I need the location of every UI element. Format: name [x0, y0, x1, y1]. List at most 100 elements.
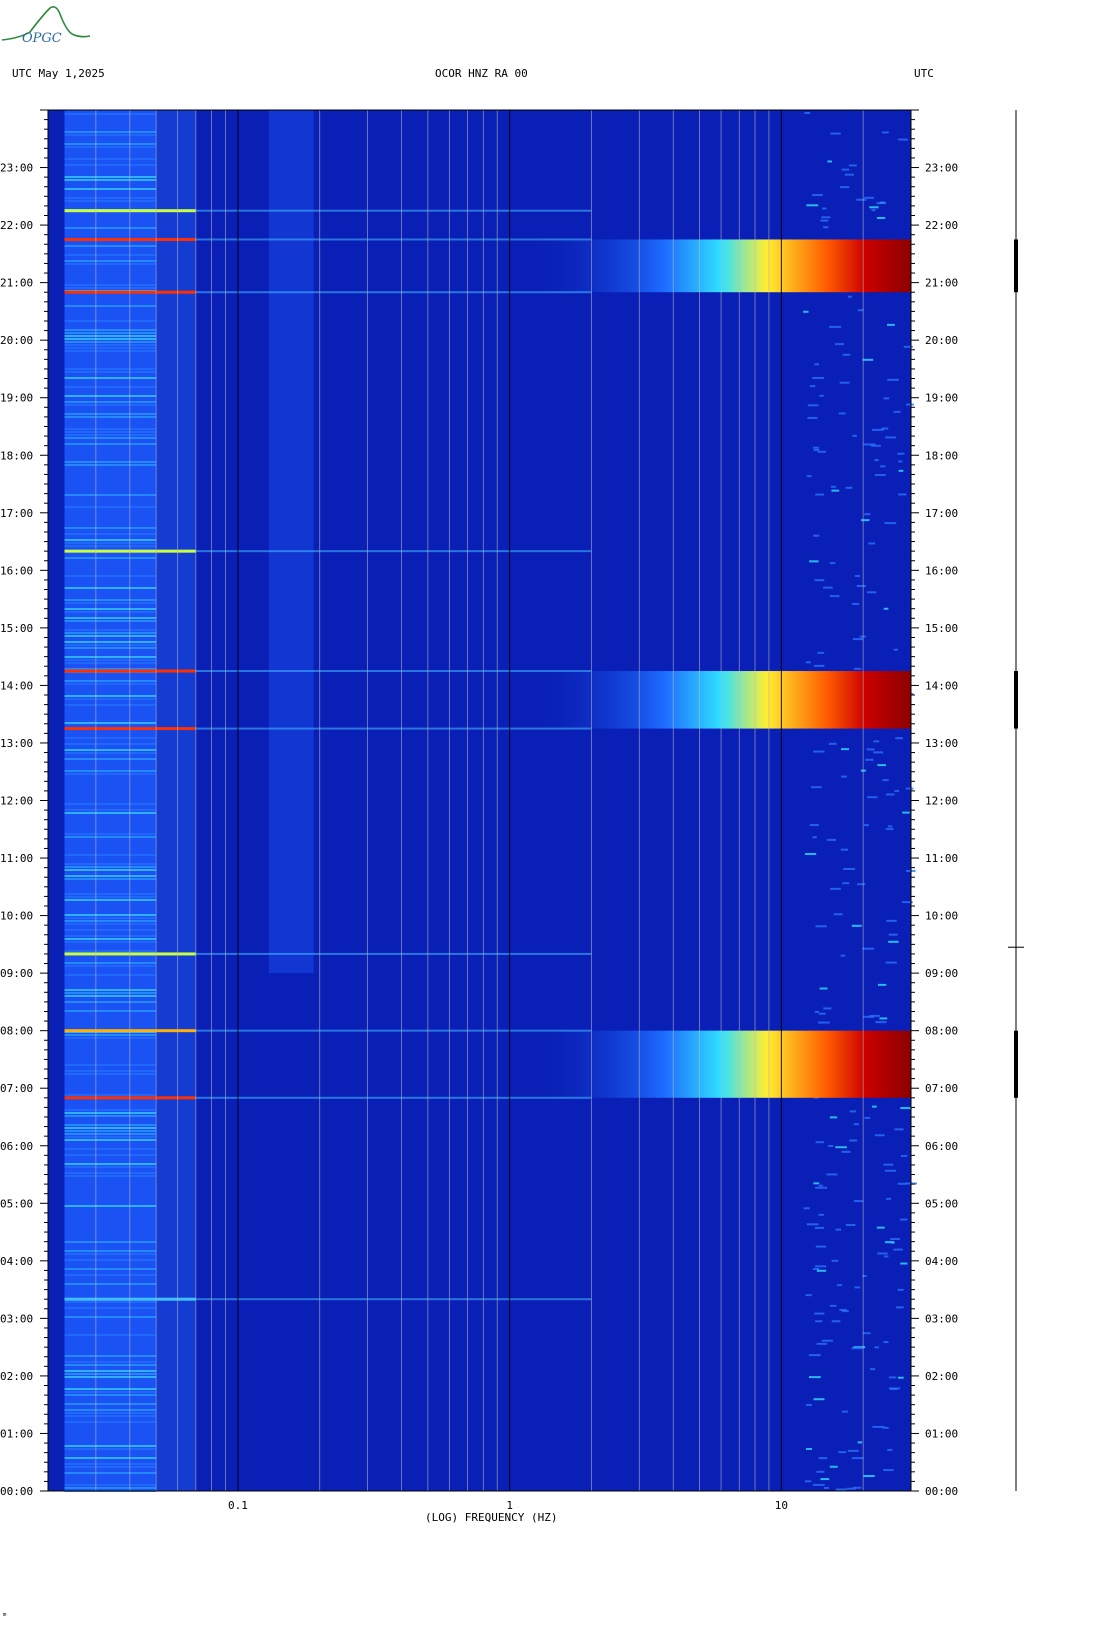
hf-speckle — [841, 1150, 851, 1153]
hf-speckle — [814, 1226, 825, 1229]
hf-speckle — [905, 787, 914, 790]
hf-speckle — [829, 1304, 837, 1307]
hf-speckle — [897, 452, 905, 455]
noise-stripe — [64, 704, 157, 706]
hf-speckle — [893, 648, 898, 651]
hf-speckle — [833, 913, 843, 916]
y-tick-label-right: 04:00 — [925, 1255, 958, 1268]
hf-speckle — [831, 1320, 841, 1323]
y-tick-label-left: 21:00 — [0, 277, 33, 290]
noise-stripe — [64, 332, 157, 334]
noise-stripe — [64, 506, 157, 508]
noise-stripe — [64, 1112, 157, 1114]
noise-stripe — [64, 1412, 157, 1414]
footer-mark: ᵐ — [2, 1612, 8, 1622]
y-tick-label-right: 13:00 — [925, 737, 958, 750]
noise-stripe — [64, 1034, 157, 1036]
hf-speckle — [863, 1015, 875, 1018]
y-tick-label-right: 05:00 — [925, 1197, 958, 1210]
noise-stripe — [64, 1154, 157, 1156]
hf-speckle — [859, 635, 866, 638]
hf-speckle — [884, 1255, 889, 1258]
hf-speckle — [830, 887, 841, 890]
hf-speckle — [818, 1213, 824, 1216]
hf-speckle — [815, 1186, 828, 1189]
noise-stripe — [64, 227, 157, 229]
noise-stripe — [64, 608, 157, 610]
noise-stripe — [64, 395, 157, 397]
noise-stripe — [64, 545, 157, 547]
y-tick-label-right: 12:00 — [925, 795, 958, 808]
hf-speckle — [835, 343, 844, 346]
noise-stripe — [64, 668, 157, 670]
hf-speckle — [851, 924, 862, 927]
hf-speckle — [894, 789, 900, 792]
noise-stripe — [64, 1364, 157, 1366]
x-axis-label: (LOG) FREQUENCY (HZ) — [425, 1511, 558, 1524]
y-tick-label-left: 07:00 — [0, 1082, 33, 1095]
hf-speckle — [864, 1116, 871, 1119]
y-tick-label-right: 18:00 — [925, 449, 958, 462]
y-tick-label-right: 23:00 — [925, 162, 958, 175]
hf-speckle — [812, 1268, 820, 1271]
hf-speckle — [873, 751, 884, 754]
noise-stripe — [64, 1409, 157, 1411]
hf-speckle — [813, 1182, 820, 1185]
noise-stripe — [64, 1148, 157, 1150]
hf-speckle — [806, 1223, 819, 1226]
hf-speckle — [884, 1169, 897, 1172]
hf-speckle — [876, 1226, 885, 1229]
hf-speckle — [903, 345, 913, 348]
hf-speckle — [851, 1457, 864, 1460]
noise-stripe — [64, 164, 157, 166]
hf-speckle — [900, 1262, 908, 1265]
noise-stripe — [64, 1205, 157, 1207]
y-tick-label-right: 03:00 — [925, 1312, 958, 1325]
hf-speckle — [814, 1265, 827, 1268]
hf-speckle — [835, 1146, 847, 1149]
noise-stripe — [64, 527, 157, 529]
noise-stripe — [64, 260, 157, 262]
hf-speckle — [857, 309, 864, 312]
noise-stripe — [64, 263, 157, 265]
hf-speckle — [888, 940, 899, 943]
y-tick-label-right: 06:00 — [925, 1140, 958, 1153]
hf-speckle — [840, 954, 846, 957]
noise-stripe — [64, 143, 157, 145]
hf-speckle — [861, 519, 870, 522]
hf-speckle — [811, 786, 822, 789]
hf-speckle — [862, 947, 875, 950]
hf-speckle — [865, 758, 874, 761]
hf-speckle — [882, 779, 889, 782]
hf-speckle — [805, 1294, 812, 1297]
noise-stripe — [64, 1472, 157, 1474]
y-tick-label-left: 00:00 — [0, 1485, 33, 1498]
noise-stripe — [64, 611, 157, 613]
noise-stripe — [64, 113, 157, 115]
event-line-tail-7 — [195, 550, 592, 553]
hf-speckle — [815, 925, 827, 928]
hf-speckle — [847, 295, 852, 298]
noise-stripe — [64, 1010, 157, 1012]
y-tick-label-right: 14:00 — [925, 679, 958, 692]
hf-speckle — [856, 584, 866, 587]
noise-stripe — [64, 1415, 157, 1417]
noise-stripe — [64, 533, 157, 535]
noise-stripe — [64, 743, 157, 745]
noise-stripe — [64, 539, 157, 541]
noise-stripe — [64, 836, 157, 838]
hf-speckle — [841, 1410, 848, 1413]
station-label: OCOR HNZ RA 00 — [435, 67, 528, 80]
hf-speckle — [875, 1021, 887, 1024]
hf-speckle — [869, 1014, 880, 1017]
noise-stripe — [64, 344, 157, 346]
noise-stripe — [64, 602, 157, 604]
hf-speckle — [881, 427, 889, 430]
hf-speckle — [829, 1116, 838, 1119]
y-tick-label-left: 15:00 — [0, 622, 33, 635]
noise-stripe — [64, 917, 157, 919]
hf-speckle — [871, 209, 876, 212]
hf-speckle — [862, 1275, 867, 1278]
y-tick-label-left: 17:00 — [0, 507, 33, 520]
noise-stripe — [64, 773, 157, 775]
